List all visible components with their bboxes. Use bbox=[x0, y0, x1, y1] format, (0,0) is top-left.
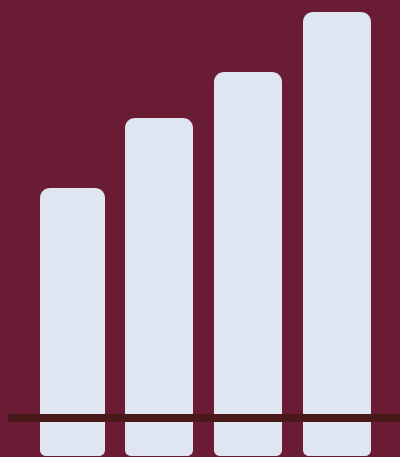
bar-2 bbox=[125, 118, 193, 456]
bar-4 bbox=[303, 12, 371, 456]
baseline-line bbox=[8, 414, 400, 422]
bar-3 bbox=[214, 72, 282, 456]
bar-1 bbox=[40, 188, 105, 456]
